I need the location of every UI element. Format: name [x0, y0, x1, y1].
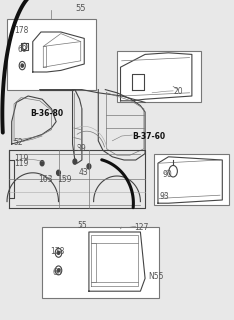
Text: B-36-80: B-36-80	[30, 109, 64, 118]
Circle shape	[21, 64, 23, 67]
Circle shape	[57, 170, 60, 175]
Circle shape	[57, 269, 60, 272]
Circle shape	[40, 161, 44, 166]
Text: 55: 55	[75, 4, 85, 12]
Bar	[154, 154, 229, 205]
Text: 93: 93	[159, 192, 169, 201]
Text: 119: 119	[14, 159, 28, 168]
Circle shape	[87, 164, 91, 169]
Text: 178: 178	[50, 247, 65, 256]
Text: 20: 20	[173, 87, 183, 96]
Text: 55: 55	[77, 221, 87, 230]
Bar	[7, 19, 96, 90]
Text: 159: 159	[57, 175, 72, 184]
Text: 60: 60	[18, 45, 27, 54]
Text: 52: 52	[13, 138, 22, 147]
Bar	[117, 51, 201, 102]
Circle shape	[73, 159, 77, 164]
Text: 39: 39	[76, 144, 86, 153]
Text: B-37-60: B-37-60	[132, 132, 165, 140]
Text: 119: 119	[14, 154, 28, 163]
Text: 60: 60	[53, 268, 62, 277]
Text: 163: 163	[39, 175, 53, 184]
Text: 178: 178	[14, 26, 28, 35]
Circle shape	[57, 251, 60, 254]
Text: 127: 127	[135, 223, 149, 232]
Text: 43: 43	[78, 168, 88, 177]
Text: 90: 90	[163, 170, 172, 179]
Text: N55: N55	[149, 272, 164, 281]
Bar	[42, 227, 159, 298]
